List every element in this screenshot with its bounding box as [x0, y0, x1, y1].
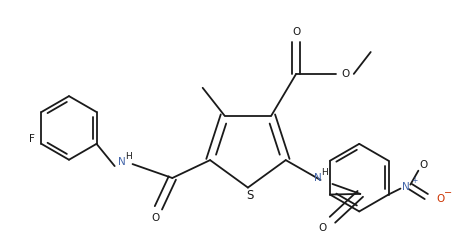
Text: N: N: [314, 173, 321, 183]
Text: O: O: [436, 193, 444, 204]
Text: H: H: [125, 152, 132, 161]
Text: −: −: [444, 188, 452, 198]
Text: O: O: [419, 160, 427, 170]
Text: F: F: [28, 134, 35, 144]
Text: O: O: [318, 223, 326, 233]
Text: +: +: [411, 176, 417, 185]
Text: O: O: [342, 69, 350, 79]
Text: N: N: [118, 157, 126, 167]
Text: O: O: [151, 213, 160, 223]
Text: N: N: [402, 182, 409, 192]
Text: O: O: [292, 27, 300, 37]
Text: S: S: [246, 189, 254, 202]
Text: H: H: [321, 168, 328, 176]
